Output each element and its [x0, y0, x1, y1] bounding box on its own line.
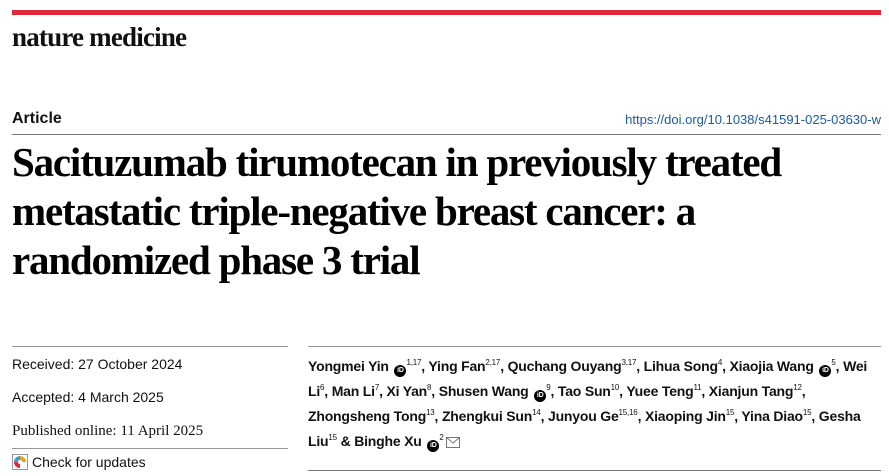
journal-name: nature medicine — [12, 22, 187, 52]
author-affiliation: 15 — [328, 433, 337, 442]
author-item: Yina Diao15 — [741, 408, 811, 424]
author-item: Junyou Ge15,16 — [548, 408, 638, 424]
author-item: Wei Li6 — [308, 358, 867, 399]
author-item: Zhengkui Sun14 — [442, 408, 541, 424]
author-name[interactable]: Man Li — [331, 383, 375, 399]
author-item: Xianjun Tang12 — [709, 383, 802, 399]
author-affiliation: 7 — [374, 383, 380, 392]
author-name[interactable]: Quchang Ouyang — [507, 358, 622, 374]
check-for-updates-button[interactable]: Check for updates — [12, 454, 146, 470]
author-affiliation: 14 — [532, 408, 541, 417]
author-item: Man Li7 — [331, 383, 380, 399]
orcid-icon[interactable]: iD — [534, 390, 547, 402]
author-item: Ying Fan2,17 — [428, 358, 500, 374]
author-affiliation: 9 — [546, 383, 551, 392]
author-affiliation: 2,17 — [485, 358, 501, 367]
dates-divider-top — [12, 346, 288, 347]
author-affiliation: 15 — [725, 408, 735, 417]
author-item: Gesha Liu15 — [308, 408, 861, 449]
author-name[interactable]: Zhongsheng Tong — [308, 408, 427, 424]
author-name[interactable]: Xiaoping Jin — [644, 408, 726, 424]
orcid-icon[interactable]: iD — [819, 365, 832, 377]
author-name[interactable]: Xiaojia Wang — [729, 358, 814, 374]
check-updates-icon — [12, 454, 28, 470]
author-affiliation: 15 — [802, 408, 812, 417]
author-name[interactable]: Binghe Xu — [354, 433, 422, 449]
article-type: Article — [12, 110, 62, 127]
orcid-icon[interactable]: iD — [427, 440, 440, 452]
received-date: Received: 27 October 2024 — [12, 356, 183, 372]
author-affiliation: 3,17 — [621, 358, 637, 367]
accepted-date: Accepted: 4 March 2025 — [12, 389, 164, 405]
author-affiliation: 8 — [427, 383, 432, 392]
author-item: Yuee Teng11 — [626, 383, 701, 399]
author-item: Tao Sun10 — [558, 383, 619, 399]
author-item: Zhongsheng Tong13 — [308, 408, 435, 424]
author-name[interactable]: Zhengkui Sun — [441, 408, 533, 424]
author-affiliation: 12 — [793, 383, 802, 392]
journal-accent-bar — [12, 10, 881, 15]
author-item: Quchang Ouyang3,17 — [508, 358, 637, 374]
author-name[interactable]: Yongmei Yin — [308, 358, 389, 374]
published-date: Published online: 11 April 2025 — [12, 423, 204, 439]
author-name[interactable]: Wei Li — [308, 358, 868, 399]
author-name[interactable]: Xi Yan — [386, 383, 428, 399]
author-name[interactable]: Ying Fan — [428, 358, 486, 374]
header-divider — [12, 134, 881, 135]
check-updates-label: Check for updates — [32, 454, 146, 470]
mail-icon[interactable] — [445, 437, 460, 448]
author-item: Xiaoping Jin15 — [644, 408, 735, 424]
authors-divider-top — [308, 346, 881, 347]
authors-divider-bottom — [308, 470, 881, 471]
author-affiliation: 5 — [831, 358, 836, 367]
author-affiliation: 6 — [320, 383, 325, 392]
author-name[interactable]: Junyou Ge — [547, 408, 619, 424]
author-affiliation: 1,17 — [406, 358, 422, 367]
author-affiliation: 4 — [717, 358, 723, 367]
author-name[interactable]: Tao Sun — [557, 383, 611, 399]
author-list: Yongmei Yin iD1,17, Ying Fan2,17, Quchan… — [308, 352, 883, 452]
doi-link[interactable]: https://doi.org/10.1038/s41591-025-03630… — [625, 112, 881, 127]
author-affiliation: 11 — [693, 383, 702, 392]
dates-divider-bottom — [12, 448, 288, 449]
author-name[interactable]: Gesha Liu — [308, 408, 861, 449]
author-item: Xiaojia Wang iD5 — [729, 358, 836, 377]
author-item: Xi Yan8 — [386, 383, 431, 399]
orcid-icon[interactable]: iD — [394, 365, 407, 377]
author-item: Lihua Song4 — [643, 358, 723, 374]
author-affiliation: 2 — [439, 433, 444, 442]
author-affiliation: 10 — [610, 383, 620, 392]
author-name[interactable]: Yina Diao — [741, 408, 803, 424]
author-name[interactable]: Yuee Teng — [626, 383, 694, 399]
author-affiliation: 13 — [426, 408, 435, 417]
author-item: Binghe Xu iD2 — [354, 433, 460, 452]
author-name[interactable]: Lihua Song — [643, 358, 718, 374]
author-item: Yongmei Yin iD1,17 — [308, 358, 422, 377]
author-name[interactable]: Shusen Wang — [438, 383, 529, 399]
author-name[interactable]: Xianjun Tang — [708, 383, 794, 399]
article-title: Sacituzumab tirumotecan in previously tr… — [12, 139, 782, 283]
author-affiliation: 15,16 — [618, 408, 638, 417]
author-item: Shusen Wang iD9 — [438, 383, 551, 402]
